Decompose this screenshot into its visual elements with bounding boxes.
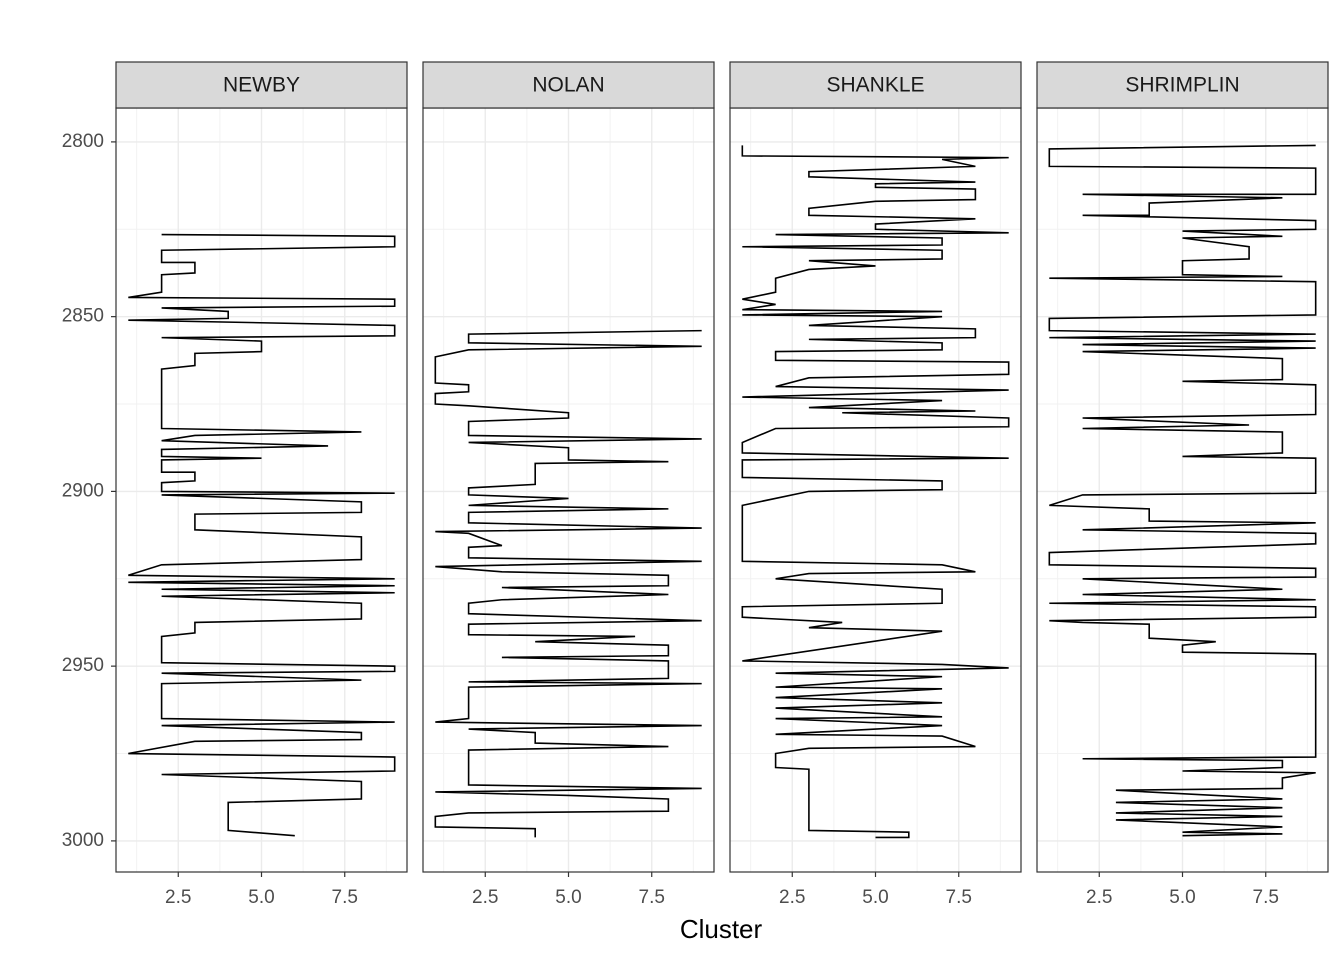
x-tick-label: 2.5 [1086, 887, 1112, 908]
data-line [1048, 144, 1317, 837]
y-tick-label: 2800 [62, 131, 104, 152]
x-tick-label: 7.5 [946, 887, 972, 908]
strip [115, 61, 408, 109]
x-tick-label: 2.5 [165, 887, 191, 908]
data-line [434, 329, 702, 838]
data-line [741, 145, 1010, 839]
x-tick-label: 7.5 [1253, 887, 1279, 908]
x-tick-label: 5.0 [862, 887, 888, 908]
y-tick-label: 2950 [62, 655, 104, 676]
x-tick-label: 7.5 [639, 887, 665, 908]
strip [422, 61, 715, 109]
x-tick-label: 7.5 [332, 887, 358, 908]
strip-label: NEWBY [223, 74, 300, 97]
strip [1036, 61, 1329, 109]
x-tick-label: 5.0 [248, 887, 274, 908]
strip [729, 61, 1022, 109]
x-tick-label: 5.0 [555, 887, 581, 908]
y-tick-label: 2900 [62, 480, 104, 501]
x-tick-label: 2.5 [779, 887, 805, 908]
data-line [128, 233, 396, 837]
strip-label: SHRIMPLIN [1125, 74, 1239, 97]
strip-label: NOLAN [532, 74, 604, 97]
y-tick-label: 2850 [62, 306, 104, 327]
x-tick-label: 2.5 [472, 887, 498, 908]
y-tick-label: 3000 [62, 830, 104, 851]
x-axis-label: Cluster [680, 914, 763, 944]
x-tick-label: 5.0 [1169, 887, 1195, 908]
strip-label: SHANKLE [826, 74, 924, 97]
